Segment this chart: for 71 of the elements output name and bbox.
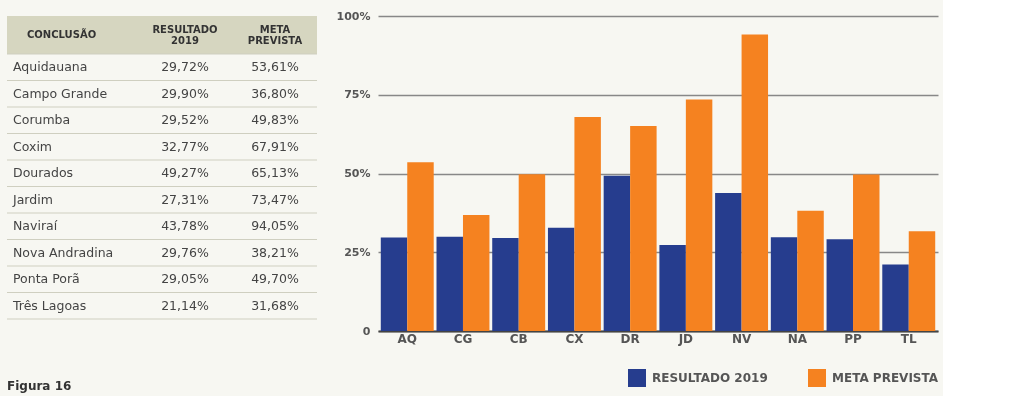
bar bbox=[380, 237, 408, 331]
bar bbox=[685, 99, 713, 331]
text: CONCLUSÃO bbox=[27, 28, 97, 40]
bar bbox=[603, 175, 631, 331]
x-tick-label: NA bbox=[787, 331, 808, 346]
category-label: Naviraí bbox=[13, 218, 58, 234]
legend-label: RESULTADO 2019 bbox=[652, 371, 768, 385]
category-label: Dourados bbox=[13, 165, 74, 181]
x-tick-label: CX bbox=[565, 331, 585, 346]
text: Figura 16 bbox=[7, 379, 72, 393]
bar bbox=[741, 34, 769, 331]
data-label: 21,14% bbox=[161, 297, 209, 313]
bar bbox=[462, 215, 490, 331]
bar bbox=[797, 210, 824, 331]
bar bbox=[826, 239, 854, 331]
bar bbox=[574, 117, 601, 331]
category-label: Ponta Porã bbox=[13, 271, 80, 287]
data-label: 67,91% bbox=[251, 138, 299, 154]
x-tick-label: DR bbox=[620, 331, 640, 346]
data-label: 29,76% bbox=[161, 244, 209, 260]
data-label: 29,05% bbox=[161, 271, 209, 287]
data-label: 27,31% bbox=[161, 191, 209, 207]
bar bbox=[436, 236, 463, 331]
x-tick-label: CB bbox=[509, 331, 528, 346]
data-label: 94,05% bbox=[251, 218, 299, 234]
category-label: Campo Grande bbox=[13, 85, 108, 101]
x-tick-label: PP bbox=[844, 331, 863, 346]
category-label: Três Lagoas bbox=[12, 297, 87, 313]
bar bbox=[630, 125, 657, 331]
x-tick-label: NV bbox=[731, 331, 752, 346]
bar bbox=[407, 162, 434, 331]
bar bbox=[908, 231, 936, 331]
data-label: 32,77% bbox=[161, 138, 209, 154]
data-label: 49,83% bbox=[251, 112, 299, 128]
bar bbox=[547, 227, 575, 331]
data-label: 73,47% bbox=[251, 191, 299, 207]
bar bbox=[853, 174, 880, 331]
category-label: Nova Andradina bbox=[13, 244, 114, 260]
bar bbox=[659, 245, 686, 331]
category-label: Corumba bbox=[13, 112, 71, 128]
y-tick-label: 50% bbox=[344, 167, 371, 180]
y-tick-label: 0 bbox=[362, 324, 371, 338]
y-tick-label: 75% bbox=[344, 88, 371, 102]
bar bbox=[492, 238, 519, 331]
bar bbox=[518, 174, 546, 331]
data-label: 49,70% bbox=[251, 271, 299, 287]
legend-label: META PREVISTA bbox=[832, 371, 939, 385]
data-label: 31,68% bbox=[251, 297, 299, 313]
category-label: Coxim bbox=[13, 138, 53, 154]
category-label: Jardim bbox=[12, 191, 53, 207]
y-tick-label: 100% bbox=[336, 9, 371, 23]
data-label: 29,52% bbox=[161, 112, 209, 128]
data-label: 43,78% bbox=[161, 218, 209, 234]
x-tick-label: JD bbox=[677, 331, 694, 346]
x-tick-label: TL bbox=[900, 331, 918, 346]
x-tick-label: AQ bbox=[397, 331, 417, 346]
data-label: 29,72% bbox=[161, 59, 209, 75]
data-label: 49,27% bbox=[161, 165, 209, 181]
bar bbox=[882, 264, 909, 331]
bar bbox=[770, 237, 798, 331]
data-label: 65,13% bbox=[251, 165, 299, 181]
x-tick-label: CG bbox=[453, 331, 473, 346]
text: RESULTADO 2019 bbox=[152, 24, 218, 46]
bar bbox=[715, 193, 742, 331]
data-label: 53,61% bbox=[251, 59, 299, 75]
data-label: 29,90% bbox=[161, 85, 209, 101]
text: META PREVISTA bbox=[247, 24, 303, 46]
data-label: 38,21% bbox=[251, 244, 299, 260]
data-label: 36,80% bbox=[251, 85, 299, 101]
category-label: Aquidauana bbox=[13, 59, 88, 75]
y-tick-label: 25% bbox=[344, 245, 371, 259]
